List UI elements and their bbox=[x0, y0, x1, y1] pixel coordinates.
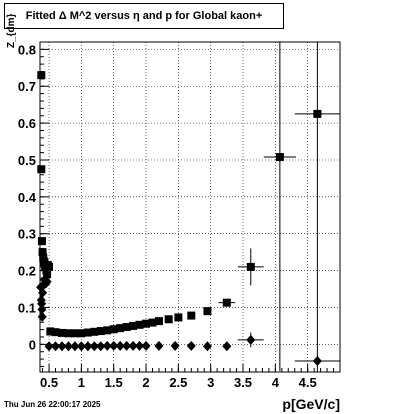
x-tick-label: 3.5 bbox=[234, 375, 252, 390]
diamond-marker bbox=[42, 276, 52, 287]
square-marker bbox=[275, 153, 284, 162]
diamond-marker bbox=[102, 340, 112, 351]
diamond-marker bbox=[44, 341, 54, 352]
diamond-marker bbox=[38, 287, 48, 298]
square-marker bbox=[57, 328, 66, 337]
diamond-marker bbox=[186, 340, 196, 351]
y-axis-label: Z_{dm} bbox=[6, 13, 17, 48]
square-marker bbox=[45, 262, 54, 271]
square-marker bbox=[187, 311, 196, 320]
square-marker bbox=[103, 326, 112, 335]
square-marker bbox=[83, 328, 92, 337]
x-tick-label: 4.5 bbox=[299, 375, 317, 390]
plot-frame bbox=[39, 41, 341, 373]
x-axis-label: p[GeV/c] bbox=[282, 396, 340, 412]
square-marker bbox=[37, 165, 46, 174]
diamond-marker bbox=[96, 341, 106, 352]
diamond-marker bbox=[128, 340, 138, 351]
square-marker bbox=[164, 315, 173, 324]
diamond-marker bbox=[202, 341, 212, 352]
diamond-marker bbox=[57, 341, 67, 352]
y-tick-label: 0.5 bbox=[18, 153, 36, 168]
diamond-marker bbox=[76, 341, 86, 352]
square-marker bbox=[43, 270, 52, 279]
x-tick-label: 3 bbox=[207, 375, 214, 390]
diamond-marker bbox=[37, 298, 47, 309]
square-marker bbox=[109, 325, 118, 334]
diamond-marker bbox=[109, 340, 119, 351]
square-marker bbox=[122, 323, 131, 332]
diamond-marker bbox=[89, 341, 99, 352]
y-tick-label: 0.6 bbox=[18, 116, 36, 131]
y-tick-label: 0.3 bbox=[18, 227, 36, 242]
diamond-marker bbox=[37, 304, 47, 315]
square-marker bbox=[77, 329, 86, 338]
x-tick-label: 4 bbox=[272, 375, 280, 390]
diamond-marker bbox=[312, 355, 322, 366]
diamond-marker bbox=[154, 340, 164, 351]
x-tick-label: 1.5 bbox=[105, 375, 123, 390]
diamond-marker bbox=[37, 311, 47, 322]
diamond-marker bbox=[170, 340, 180, 351]
square-marker bbox=[154, 317, 163, 326]
diamond-marker bbox=[115, 340, 125, 351]
diamond-marker bbox=[141, 340, 151, 351]
square-marker bbox=[129, 321, 138, 330]
diamond-marker bbox=[135, 340, 145, 351]
y-tick-label: 0.4 bbox=[18, 190, 37, 205]
square-marker bbox=[246, 262, 255, 271]
timestamp: Thu Jun 26 22:00:17 2025 bbox=[4, 400, 101, 409]
square-marker bbox=[64, 329, 73, 338]
square-marker bbox=[46, 327, 55, 336]
square-marker bbox=[116, 324, 125, 333]
square-marker bbox=[96, 327, 105, 336]
y-tick-label: 0.7 bbox=[18, 79, 36, 94]
square-marker bbox=[148, 318, 157, 327]
diamond-marker bbox=[122, 340, 132, 351]
square-marker bbox=[142, 319, 151, 328]
x-tick-label: 2 bbox=[142, 375, 149, 390]
y-tick-label: 0.8 bbox=[18, 42, 36, 57]
chart-title: Fitted Δ M^2 versus η and p for Global k… bbox=[4, 3, 284, 29]
diamond-marker bbox=[246, 334, 256, 345]
diamond-marker bbox=[63, 341, 73, 352]
square-marker bbox=[313, 109, 322, 118]
square-marker bbox=[222, 298, 231, 307]
x-tick-label: 0.5 bbox=[40, 375, 58, 390]
diamond-marker bbox=[83, 341, 93, 352]
square-marker bbox=[174, 313, 183, 322]
y-tick-label: 0.1 bbox=[18, 300, 36, 315]
square-marker bbox=[203, 307, 212, 316]
x-tick-label: 1 bbox=[78, 375, 85, 390]
diamond-marker bbox=[51, 341, 61, 352]
square-marker bbox=[51, 328, 60, 337]
square-marker bbox=[37, 71, 46, 80]
diamond-marker bbox=[222, 341, 232, 352]
square-marker bbox=[135, 320, 144, 329]
y-tick-label: 0.2 bbox=[18, 264, 36, 279]
square-marker bbox=[90, 327, 99, 336]
y-tick-label: 0 bbox=[29, 337, 36, 352]
square-marker bbox=[37, 237, 46, 246]
x-tick-label: 2.5 bbox=[169, 375, 187, 390]
square-marker bbox=[70, 329, 79, 338]
diamond-marker bbox=[70, 341, 80, 352]
square-marker bbox=[38, 248, 47, 257]
